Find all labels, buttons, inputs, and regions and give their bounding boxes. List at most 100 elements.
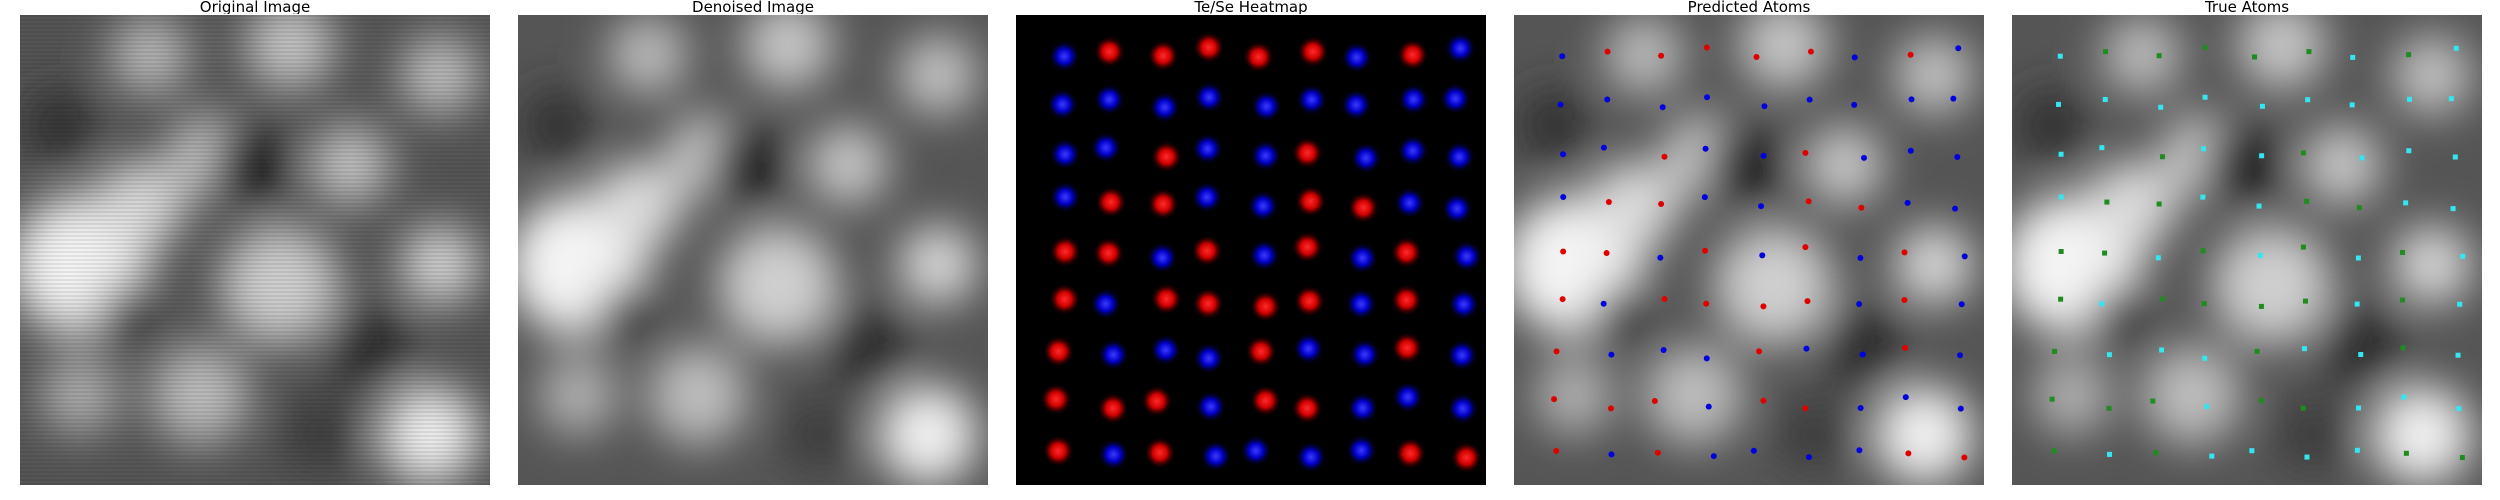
heatmap-spot-te <box>1394 437 1427 470</box>
predicted-atom-te <box>1658 52 1665 59</box>
heatmap-spot-se <box>1097 338 1130 371</box>
heatmap-spot-se <box>1247 190 1280 223</box>
heatmap-spot-se <box>1093 83 1126 116</box>
heatmap-spot-se <box>1049 181 1082 214</box>
predicted-atom-te <box>1607 405 1614 412</box>
heatmap-spot-te <box>1242 40 1275 73</box>
predicted-atom-se <box>1907 147 1914 154</box>
true-atom-te <box>2300 150 2306 156</box>
heatmap-spot-te <box>1294 185 1327 218</box>
predicted-atom-te <box>1805 198 1812 205</box>
te-se-heatmap-canvas <box>1016 15 1486 485</box>
true-atom-se <box>2301 346 2307 352</box>
heatmap-spot-te <box>1296 35 1329 68</box>
heatmap-spot-te <box>1049 235 1082 268</box>
heatmap-spot-se <box>1345 434 1378 467</box>
true-atom-se <box>2448 96 2454 102</box>
heatmap-spot-se <box>1149 333 1182 366</box>
predicted-atom-se <box>1957 352 1964 359</box>
predicted-atom-te <box>1560 248 1567 255</box>
predicted-atom-se <box>1750 447 1757 454</box>
true-atom-se <box>2202 355 2208 361</box>
true-atom-te <box>2406 52 2412 58</box>
true-atom-se <box>2356 405 2362 411</box>
heatmap-spot-se <box>1295 83 1328 116</box>
heatmap-spot-te <box>1450 441 1483 474</box>
denoised-image-canvas <box>518 15 988 485</box>
heatmap-spot-se <box>1089 131 1122 164</box>
heatmap-spot-te <box>1291 136 1324 169</box>
heatmap-spot-se <box>1190 181 1223 214</box>
heatmap-spot-te <box>1143 436 1176 469</box>
predicted-atom-te <box>1658 201 1665 208</box>
heatmap-spot-te <box>1150 282 1183 315</box>
predicted-atom-se <box>1856 447 1863 454</box>
true-atom-se <box>2354 447 2360 453</box>
predicted-atom-te <box>1753 53 1760 60</box>
predicted-atom-te <box>1702 247 1709 254</box>
predicted-atom-te <box>1804 298 1811 305</box>
predicted-atom-se <box>1702 145 1709 152</box>
true-atom-se <box>2259 103 2265 109</box>
predicted-atom-se <box>1560 194 1567 201</box>
heatmap-spot-se <box>1249 139 1282 172</box>
predicted-atom-se <box>1857 404 1864 411</box>
predicted-atom-se <box>1608 351 1615 358</box>
true-atom-se <box>2257 252 2263 258</box>
true-atom-te <box>2201 301 2207 307</box>
true-atom-te <box>2058 296 2064 302</box>
predicted-atom-te <box>1905 450 1912 457</box>
heatmap-spot-te <box>1042 434 1075 467</box>
heatmap-spot-se <box>1294 441 1327 474</box>
true-atoms-canvas <box>2012 15 2482 485</box>
heatmap-spot-te <box>1390 236 1423 269</box>
heatmap-spot-se <box>1444 32 1477 65</box>
heatmap-spot-se <box>1193 81 1226 114</box>
heatmap-spot-se <box>1447 288 1480 321</box>
true-atom-se <box>2460 253 2466 259</box>
predicted-atom-se <box>1904 199 1911 206</box>
predicted-atom-se <box>1856 301 1863 308</box>
true-atom-se <box>2401 394 2407 400</box>
true-atom-se <box>2058 194 2064 200</box>
predicted-atom-se <box>1759 252 1766 259</box>
predicted-atom-te <box>1760 397 1767 404</box>
true-atom-te <box>2258 398 2264 404</box>
heatmap-spot-se <box>1049 138 1082 171</box>
predicted-atom-se <box>1760 152 1767 159</box>
heatmap-spot-se <box>1192 342 1225 375</box>
true-atom-se <box>2102 96 2108 102</box>
heatmap-spot-te <box>1245 335 1278 368</box>
predicted-atom-te <box>1654 449 1661 456</box>
true-atom-se <box>2350 54 2356 60</box>
heatmap-spot-se <box>1349 141 1382 174</box>
true-atom-te <box>2103 49 2109 55</box>
predicted-atom-se <box>1657 254 1664 261</box>
heatmap-spot-se <box>1048 40 1081 73</box>
true-atom-se <box>2259 153 2265 159</box>
predicted-atom-se <box>1957 405 1964 412</box>
heatmap-spot-te <box>1147 39 1180 72</box>
true-atom-te <box>2150 398 2156 404</box>
heatmap-spot-te <box>1249 290 1282 323</box>
heatmap-spot-se <box>1239 434 1272 467</box>
predicted-atom-te <box>1703 300 1710 307</box>
predicted-atom-te <box>1802 244 1809 251</box>
true-atom-te <box>2200 248 2206 254</box>
true-atom-se <box>2159 347 2165 353</box>
predicted-atom-te <box>1907 51 1914 58</box>
panel-heatmap <box>1016 15 1486 485</box>
predicted-atom-se <box>1659 104 1666 111</box>
heatmap-spot-se <box>1446 392 1479 425</box>
true-atom-te <box>2049 396 2055 402</box>
predicted-atom-se <box>1954 154 1961 161</box>
true-atom-se <box>2453 45 2459 51</box>
predicted-atom-te <box>1961 454 1968 461</box>
heatmap-spot-te <box>1140 385 1173 418</box>
predicted-atom-se <box>1705 403 1712 410</box>
predicted-atom-se <box>1557 101 1564 108</box>
true-atom-se <box>2158 104 2164 110</box>
heatmap-spot-te <box>1192 287 1225 320</box>
heatmap-spot-se <box>1391 381 1424 414</box>
predicted-atom-te <box>1661 295 1668 302</box>
